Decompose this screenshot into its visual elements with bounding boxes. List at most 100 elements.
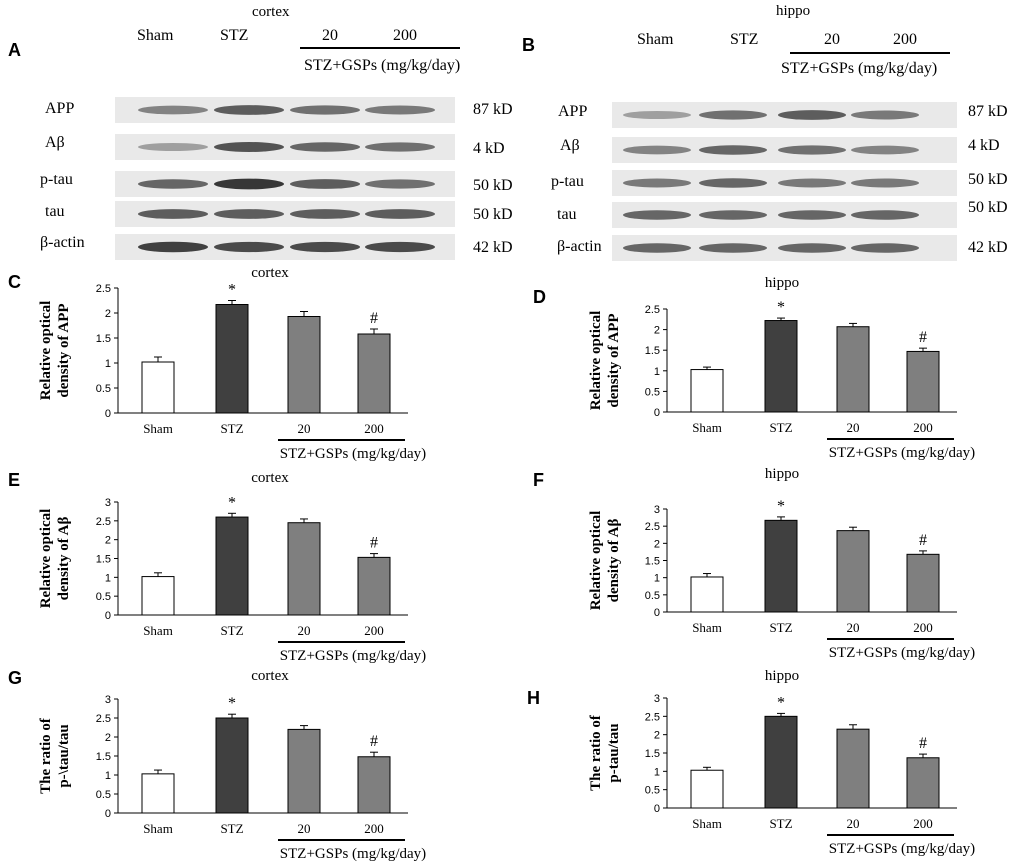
x-tick-label: 200 — [913, 420, 933, 435]
protein-label: Aβ — [560, 137, 580, 154]
blot-band — [778, 210, 846, 220]
blot-band — [623, 178, 691, 188]
y-tick-label: 3 — [105, 694, 111, 706]
blot-band — [138, 241, 208, 253]
blot-band — [290, 209, 360, 219]
protein-label: Aβ — [45, 134, 65, 151]
y-tick-label: 0 — [105, 408, 111, 420]
size-label: 50 kD — [473, 206, 513, 223]
y-axis-label-line: density of APP — [56, 303, 72, 397]
y-axis-label-line: density of Aβ — [606, 519, 622, 603]
x-tick-label: 200 — [913, 620, 933, 635]
lane-label: 20 — [824, 31, 840, 48]
blot-band — [214, 142, 284, 152]
x-tick-label: 200 — [364, 623, 384, 638]
chart-title: hippo — [765, 466, 799, 482]
bar — [357, 756, 391, 814]
blot-band — [214, 241, 284, 253]
blot-band — [778, 110, 846, 120]
protein-label: p-tau — [551, 173, 584, 190]
blot-band — [699, 145, 767, 155]
y-tick-label: 0.5 — [96, 591, 111, 603]
blot-band — [365, 209, 435, 219]
y-tick-label: 2 — [654, 730, 660, 742]
panel-label-D: D — [533, 287, 546, 307]
treatment-bracket — [300, 47, 460, 49]
bar — [764, 715, 798, 809]
bar — [215, 304, 249, 414]
blot-band — [214, 105, 284, 115]
blot-band — [699, 210, 767, 220]
significance-mark: * — [777, 694, 785, 711]
chart-E-cortex-abeta: cortex 0 0.5 1 1.5 2 2.5 3 Relative optical densi… — [38, 470, 426, 664]
bar — [357, 556, 391, 616]
blot-band — [778, 178, 846, 188]
blot-band — [138, 105, 208, 115]
lane-label: Sham — [637, 31, 674, 48]
bar — [690, 576, 724, 613]
y-tick-label: 2 — [654, 325, 660, 337]
blot-band — [365, 142, 435, 152]
bar — [906, 350, 940, 413]
treatment-bracket — [790, 52, 950, 54]
y-axis-label-line: Relative optical — [38, 509, 54, 609]
blot-band — [138, 209, 208, 219]
y-tick-label: 0 — [654, 407, 660, 419]
blot-image-hippo — [612, 102, 957, 261]
blot-region-title: cortex — [252, 4, 290, 20]
lane-label: 200 — [393, 27, 417, 44]
bar — [287, 522, 321, 616]
bar — [836, 326, 870, 413]
bar — [287, 728, 321, 814]
x-tick-label: Sham — [692, 420, 722, 435]
significance-mark: # — [370, 733, 378, 750]
y-tick-label: 2 — [105, 732, 111, 744]
y-tick-label: 1 — [105, 572, 111, 584]
y-tick-label: 1.5 — [645, 345, 660, 357]
significance-mark: * — [777, 498, 785, 515]
blot-band — [623, 210, 691, 220]
size-label: 42 kD — [968, 239, 1008, 256]
protein-label: β-actin — [40, 234, 85, 251]
blot-band — [851, 243, 919, 253]
bar — [141, 576, 175, 616]
x-tick-label: Sham — [143, 623, 173, 638]
size-label: 4 kD — [473, 140, 505, 157]
y-axis-label-line: The ratio of — [588, 714, 604, 791]
bar — [141, 361, 175, 414]
chart-C-cortex-app: cortex 0 0.5 1 1.5 2 2.5 Relative optical densit… — [38, 265, 426, 462]
protein-label: p-tau — [40, 171, 73, 188]
significance-mark: * — [228, 282, 236, 299]
treatment-label: STZ+GSPs (mg/kg/day) — [280, 846, 426, 862]
bar — [287, 316, 321, 414]
bar — [906, 757, 940, 809]
blot-band — [851, 145, 919, 155]
size-label: 87 kD — [968, 103, 1008, 120]
bar — [836, 728, 870, 809]
y-tick-label: 1 — [105, 358, 111, 370]
blot-band — [214, 178, 284, 190]
y-tick-label: 1 — [654, 766, 660, 778]
bar — [836, 530, 870, 613]
x-tick-label: 200 — [913, 816, 933, 831]
protein-label: APP — [45, 100, 75, 117]
blot-image-cortex — [115, 97, 455, 260]
blot-band — [699, 178, 767, 188]
blot-band — [851, 110, 919, 120]
y-tick-label: 1 — [105, 770, 111, 782]
y-tick-label: 0.5 — [96, 383, 111, 395]
lane-label: Sham — [137, 27, 174, 44]
y-tick-label: 2.5 — [645, 521, 660, 533]
y-axis-label-line: density of Aβ — [56, 517, 72, 601]
x-tick-label: 20 — [847, 420, 860, 435]
blot-band — [138, 143, 208, 151]
size-label: 87 kD — [473, 101, 513, 118]
x-tick-label: Sham — [143, 421, 173, 436]
x-tick-label: Sham — [143, 821, 173, 836]
x-tick-label: 200 — [364, 421, 384, 436]
y-axis-label-line: The ratio of — [38, 717, 54, 794]
y-tick-label: 0 — [654, 607, 660, 619]
panel-label-H: H — [527, 688, 540, 708]
y-tick-label: 1 — [654, 573, 660, 585]
protein-label: tau — [557, 206, 577, 223]
